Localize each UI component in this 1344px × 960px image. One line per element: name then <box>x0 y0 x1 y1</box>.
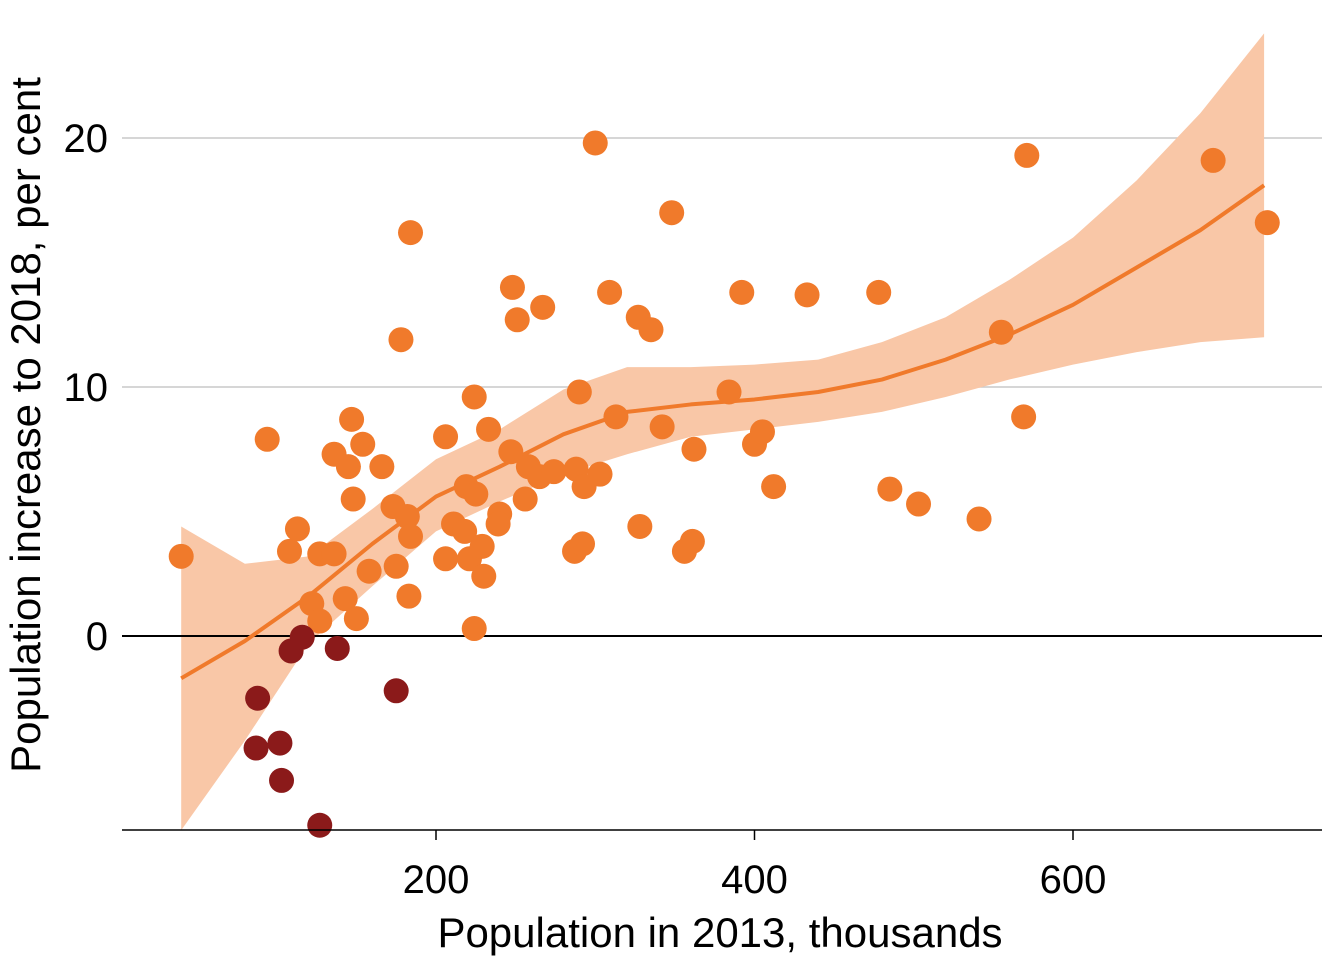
data-point-positive-7 <box>321 541 347 567</box>
x-tick-label-400: 400 <box>721 858 788 902</box>
data-point-positive-53 <box>597 279 623 305</box>
data-point-positive-22 <box>396 583 422 609</box>
data-point-positive-39 <box>499 274 525 300</box>
y-tick-label-10: 10 <box>64 366 109 410</box>
data-point-positive-69 <box>866 279 892 305</box>
data-point-positive-25 <box>433 546 459 572</box>
confidence-band-layer <box>181 33 1265 831</box>
data-point-positive-59 <box>659 200 685 226</box>
data-point-positive-62 <box>681 436 707 462</box>
data-point-positive-51 <box>582 130 608 156</box>
confidence-band <box>181 33 1265 831</box>
x-axis-title: Population in 2013, thousands <box>437 909 1002 956</box>
data-point-negative-6 <box>324 635 350 661</box>
data-point-positive-9 <box>332 586 358 612</box>
data-point-positive-15 <box>356 558 382 584</box>
data-point-positive-34 <box>471 563 497 589</box>
data-point-positive-72 <box>966 506 992 532</box>
data-point-positive-16 <box>369 454 395 480</box>
data-point-positive-74 <box>1011 404 1037 430</box>
data-point-positive-71 <box>906 491 932 517</box>
data-point-positive-57 <box>638 317 664 343</box>
data-point-positive-55 <box>627 513 653 539</box>
data-point-positive-61 <box>679 528 705 554</box>
data-point-positive-24 <box>433 424 459 450</box>
data-point-positive-31 <box>463 481 489 507</box>
data-point-positive-0 <box>168 543 194 569</box>
data-point-positive-58 <box>649 414 675 440</box>
data-point-positive-48 <box>566 379 592 405</box>
data-point-positive-19 <box>388 327 414 353</box>
x-tick-label-600: 600 <box>1040 858 1107 902</box>
data-point-positive-3 <box>284 516 310 542</box>
data-points-layer <box>168 130 1280 838</box>
data-point-positive-1 <box>254 426 280 452</box>
data-point-positive-13 <box>343 606 369 632</box>
data-point-negative-7 <box>383 678 409 704</box>
data-point-positive-20 <box>394 503 420 529</box>
data-point-positive-5 <box>307 608 333 634</box>
data-point-negative-2 <box>267 730 293 756</box>
data-point-positive-68 <box>794 282 820 308</box>
data-point-negative-1 <box>243 735 269 761</box>
data-point-positive-33 <box>469 533 495 559</box>
data-point-positive-10 <box>335 454 361 480</box>
data-point-positive-73 <box>988 319 1014 345</box>
data-point-positive-23 <box>398 523 424 549</box>
data-point-positive-66 <box>749 419 775 445</box>
data-point-negative-0 <box>245 685 271 711</box>
data-point-negative-3 <box>269 767 295 793</box>
data-point-positive-77 <box>1254 210 1280 236</box>
data-point-positive-37 <box>485 511 511 537</box>
data-point-negative-5 <box>289 624 315 650</box>
data-point-positive-35 <box>476 416 502 442</box>
data-point-positive-52 <box>587 461 613 487</box>
data-point-positive-54 <box>603 404 629 430</box>
data-point-positive-76 <box>1200 147 1226 173</box>
y-tick-label-20: 20 <box>64 117 109 161</box>
data-point-positive-49 <box>570 531 596 557</box>
data-point-positive-14 <box>350 431 376 457</box>
y-axis-title: Population increase to 2018, per cent <box>2 77 49 773</box>
y-tick-label-0: 0 <box>86 615 108 659</box>
axis-layer: 0 10 20 200 400 600 <box>64 117 1322 902</box>
data-point-positive-11 <box>339 406 365 432</box>
data-point-positive-38 <box>498 439 524 465</box>
data-point-positive-27 <box>452 518 478 544</box>
data-point-positive-70 <box>877 476 903 502</box>
data-point-positive-21 <box>398 220 424 246</box>
data-point-negative-8 <box>307 812 333 838</box>
data-point-positive-67 <box>761 474 787 500</box>
data-point-positive-64 <box>729 279 755 305</box>
x-tick-label-200: 200 <box>403 858 470 902</box>
data-point-positive-2 <box>276 538 302 564</box>
data-point-positive-44 <box>530 294 556 320</box>
data-point-positive-45 <box>541 459 567 485</box>
data-point-positive-18 <box>383 553 409 579</box>
data-point-positive-63 <box>716 379 742 405</box>
data-point-positive-30 <box>461 384 487 410</box>
data-point-positive-41 <box>512 486 538 512</box>
data-point-positive-75 <box>1014 142 1040 168</box>
data-point-positive-32 <box>461 616 487 642</box>
data-point-positive-40 <box>504 307 530 333</box>
data-point-positive-12 <box>340 486 366 512</box>
